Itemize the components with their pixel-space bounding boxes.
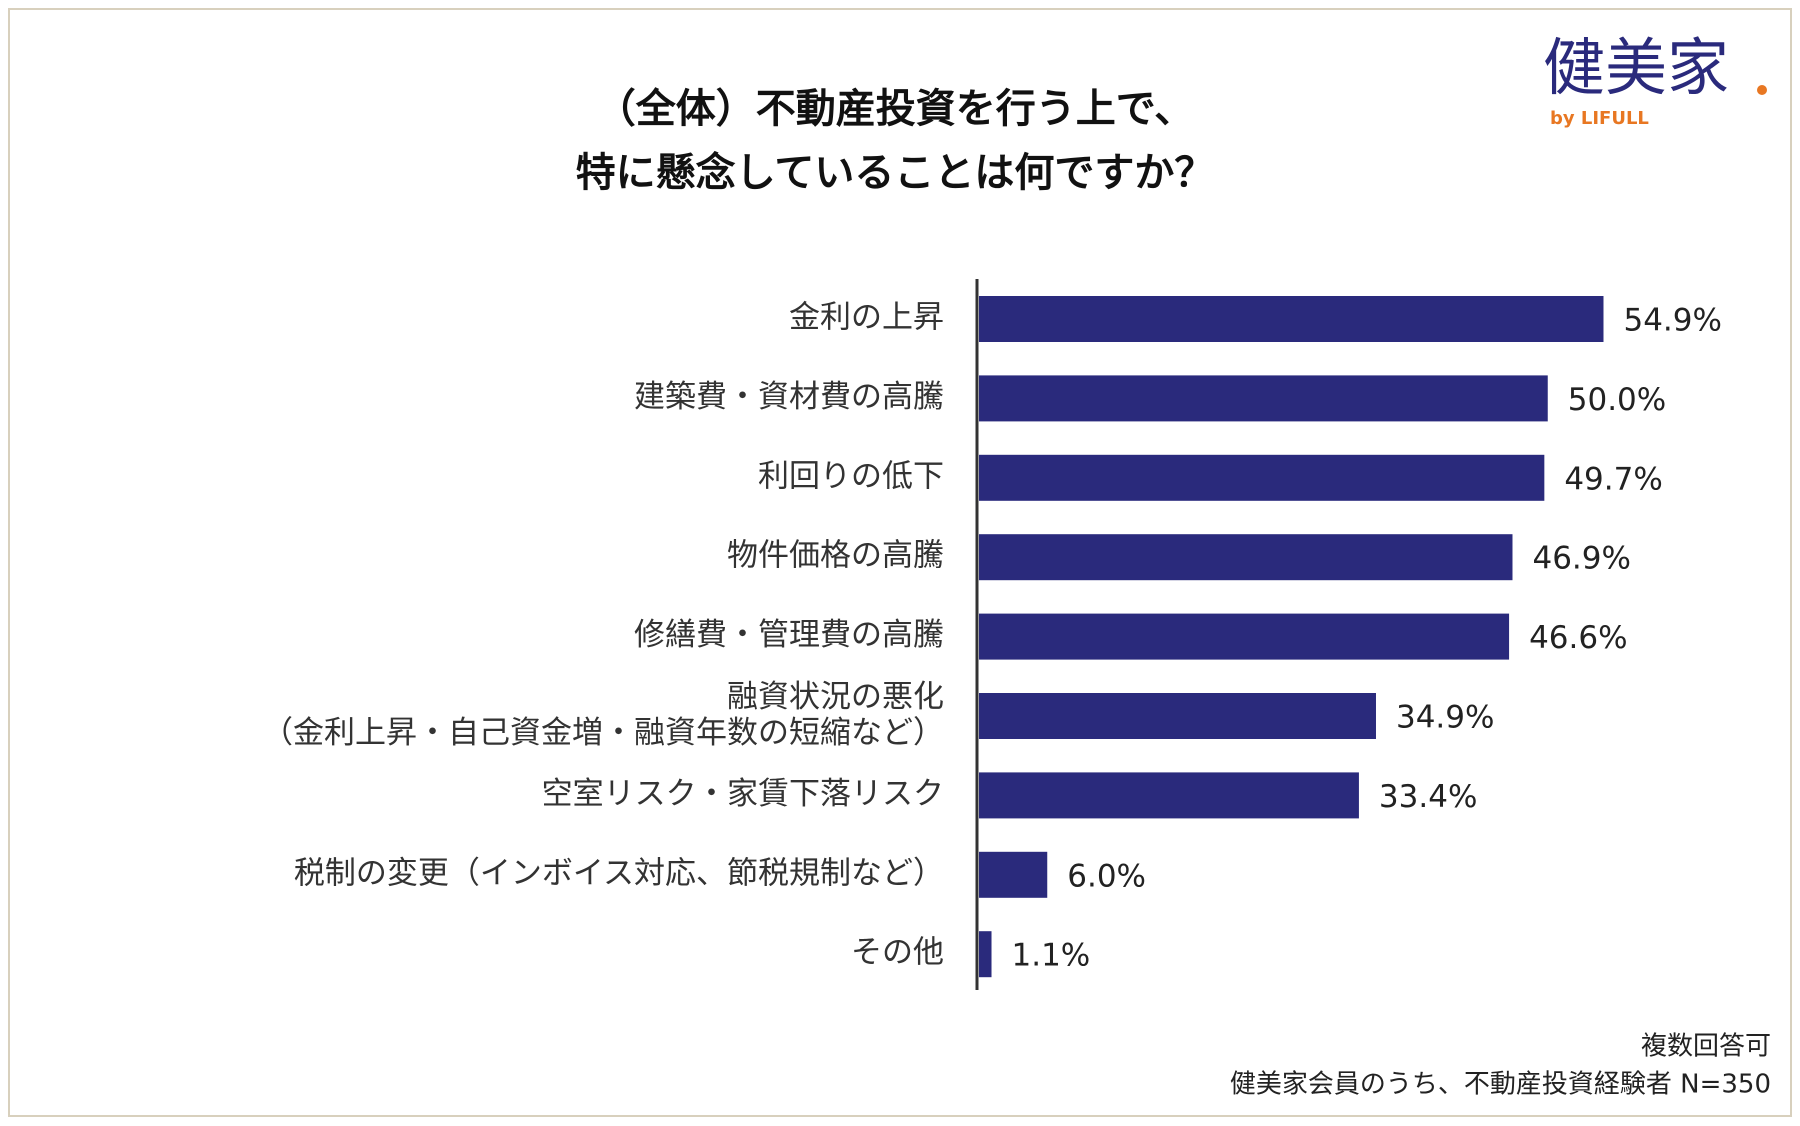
bar <box>979 693 1376 739</box>
value-label: 34.9% <box>1396 700 1494 736</box>
note: 複数回答可 <box>1641 1032 1771 1062</box>
value-label: 33.4% <box>1379 779 1477 815</box>
logo-sub: by LIFULL <box>1550 108 1649 129</box>
category-label: 利回りの低下 <box>758 458 944 494</box>
bar <box>979 375 1548 422</box>
category-label: 修繕費・管理費の高騰 <box>634 617 944 653</box>
bar <box>979 851 1048 898</box>
bar <box>979 534 1513 581</box>
category-label: その他 <box>851 935 944 971</box>
value-label: 46.9% <box>1532 541 1630 577</box>
bar <box>979 931 992 978</box>
logo-dot <box>1757 85 1767 95</box>
bar <box>979 454 1545 501</box>
logo: 健美家 <box>1543 31 1729 104</box>
frame <box>8 8 1792 1117</box>
value-label: 1.1% <box>1012 938 1091 974</box>
category-label: 金利の上昇 <box>789 300 944 336</box>
chart-title: 特に懸念していることは何ですか？ <box>576 150 1215 196</box>
bar <box>979 772 1359 819</box>
bar <box>979 613 1510 660</box>
category-label: 空室リスク・家賃下落リスク <box>542 776 944 812</box>
chart-title: （全体）不動産投資を行う上で、 <box>596 86 1194 132</box>
value-label: 46.6% <box>1529 620 1627 656</box>
bar <box>979 296 1604 342</box>
note: 健美家会員のうち、不動産投資経験者 N=350 <box>1230 1070 1771 1100</box>
category-label: 物件価格の高騰 <box>727 538 944 574</box>
value-label: 49.7% <box>1564 461 1662 497</box>
value-label: 54.9% <box>1623 303 1721 339</box>
category-label: 建築費・資材費の高騰 <box>634 379 944 415</box>
category-label: 税制の変更（インボイス対応、節税規制など） <box>294 855 944 891</box>
category-label: 融資状況の悪化（金利上昇・自己資金増・融資年数の短縮など） <box>262 679 944 751</box>
value-label: 6.0% <box>1067 858 1146 894</box>
value-label: 50.0% <box>1568 382 1666 418</box>
